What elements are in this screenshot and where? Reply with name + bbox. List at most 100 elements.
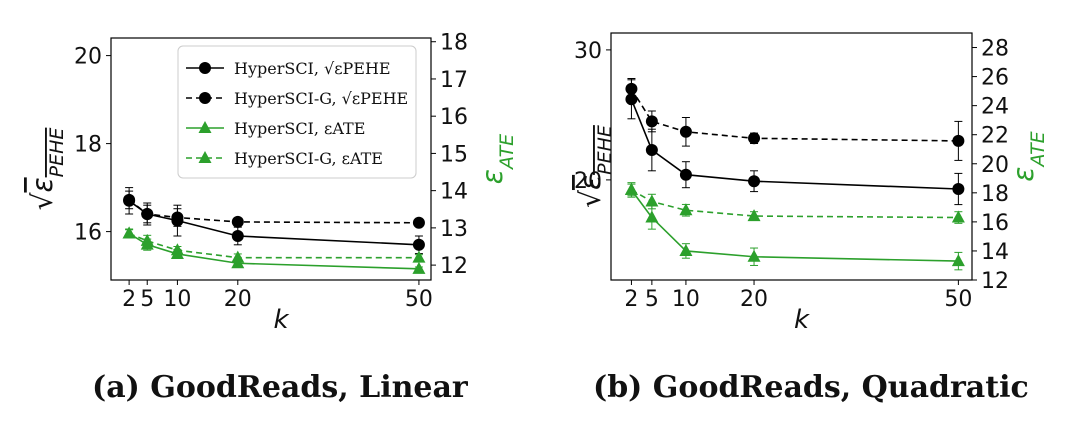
legend-marker (199, 92, 211, 104)
series-hypersci-g-ate (122, 226, 426, 263)
data-point (171, 211, 184, 224)
data-point (951, 210, 965, 223)
y-right-tick-label: 14 (440, 180, 468, 205)
data-point (679, 125, 692, 138)
legend-box (177, 45, 417, 179)
data-point (170, 243, 184, 256)
y-left-tick-label: 30 (574, 39, 602, 64)
data-point (747, 249, 761, 262)
data-point (748, 132, 761, 145)
data-point (141, 208, 154, 220)
y-right-tick-label: 14 (981, 240, 1009, 265)
y-right-tick-label: 15 (440, 142, 468, 167)
legend-item: HyperSCI-G, √εPEHE (186, 89, 408, 108)
x-tick-label: 10 (672, 287, 700, 312)
data-point (679, 168, 692, 181)
data-point (122, 226, 136, 239)
data-point (679, 243, 693, 256)
y-right-tick-label: 17 (440, 68, 468, 93)
y-right-tick-label: 16 (440, 105, 468, 130)
legend-item: HyperSCI-G, εATE (186, 149, 383, 168)
svg-text:εATE: εATE (1007, 131, 1049, 181)
legend: HyperSCI, √εPEHE HyperSCI-G, √εPEHE HyperS… (177, 45, 417, 179)
data-point (412, 250, 426, 263)
y-left-axis-label: √εPEHE (26, 128, 68, 211)
svg-text:εATE: εATE (476, 134, 518, 184)
data-point (952, 134, 965, 147)
legend-marker (198, 121, 212, 133)
data-point (747, 209, 761, 222)
data-point (679, 203, 693, 216)
y-right-tick-label: 18 (981, 182, 1009, 207)
data-point (231, 230, 244, 242)
series-line (631, 189, 959, 219)
legend-marker (199, 62, 211, 74)
legend-marker (198, 151, 212, 163)
data-point (645, 115, 658, 128)
x-tick-label: 50 (944, 287, 972, 312)
data-point (412, 261, 426, 274)
x-tick-label: 50 (405, 287, 433, 312)
x-tick-label: 2 (122, 287, 136, 312)
y-left-axis-label: √εPEHE (574, 125, 616, 208)
data-point (645, 194, 659, 207)
x-tick-label: 2 (624, 287, 638, 312)
series-line (630, 189, 959, 262)
caption-goodreads-quadratic: (b) GoodReads, Quadratic (593, 370, 1029, 405)
y-right-tick-label: 26 (981, 66, 1009, 91)
plot-frame (610, 32, 973, 281)
x-axis-label: k (273, 305, 289, 335)
legend-label: HyperSCI, √εPEHE (234, 59, 391, 78)
series-hypersci-g-ate (624, 182, 965, 224)
svg-text:√εPEHE: √εPEHE (26, 128, 68, 211)
legend-label: HyperSCI-G, √εPEHE (234, 89, 408, 108)
data-point (624, 182, 638, 195)
y-left-tick-label: 20 (74, 45, 102, 70)
y-left-tick-label: 16 (74, 221, 102, 246)
y-right-axis-label: εATE (476, 134, 518, 184)
x-axis-label: k (794, 305, 810, 335)
y-left-tick-label: 20 (574, 169, 602, 194)
x-tick-label: 20 (224, 287, 252, 312)
x-tick-label: 20 (740, 287, 768, 312)
y-right-tick-label: 12 (440, 254, 468, 279)
x-tick-label: 10 (163, 287, 191, 312)
legend-label: HyperSCI, εATE (234, 119, 365, 138)
y-right-tick-label: 20 (981, 153, 1009, 178)
plot-frame (110, 37, 432, 281)
y-right-tick-label: 28 (981, 37, 1009, 62)
data-point (625, 82, 638, 95)
data-point (951, 254, 965, 267)
series-hypersci-pehe (625, 79, 965, 206)
data-point (645, 144, 658, 156)
y-right-tick-label: 18 (440, 31, 468, 56)
data-point (645, 210, 659, 223)
x-tick-label: 5 (645, 287, 659, 312)
caption-goodreads-linear: (a) GoodReads, Linear (92, 370, 468, 405)
series-hypersci-g-pehe (625, 78, 965, 161)
series-hypersci-g-pehe (123, 190, 425, 229)
chart-goodreads-quadratic: 2 5 10 20 50 k 20 30 12 14 16 18 20 22 24 26 28 √εPEHE εAT… (574, 32, 1049, 335)
data-point (952, 183, 965, 195)
data-point (140, 233, 154, 246)
x-tick-label: 5 (140, 287, 154, 312)
data-point (412, 238, 425, 251)
legend-item: HyperSCI, εATE (186, 119, 365, 138)
data-point (231, 215, 244, 228)
series-line (128, 232, 419, 270)
y-right-tick-label: 16 (981, 211, 1009, 236)
data-point (123, 193, 136, 206)
legend-item: HyperSCI, √εPEHE (186, 59, 391, 78)
series-hypersci-ate (122, 226, 426, 274)
y-right-axis-label: εATE (1007, 131, 1049, 181)
y-right-tick-label: 24 (981, 95, 1009, 120)
legend-label: HyperSCI-G, εATE (234, 149, 383, 168)
data-point (748, 175, 761, 188)
y-right-tick-label: 12 (981, 269, 1009, 294)
y-right-tick-label: 22 (981, 124, 1009, 149)
svg-text:√εPEHE: √εPEHE (574, 125, 616, 208)
series-hypersci-pehe (123, 187, 425, 255)
data-point (412, 216, 425, 229)
